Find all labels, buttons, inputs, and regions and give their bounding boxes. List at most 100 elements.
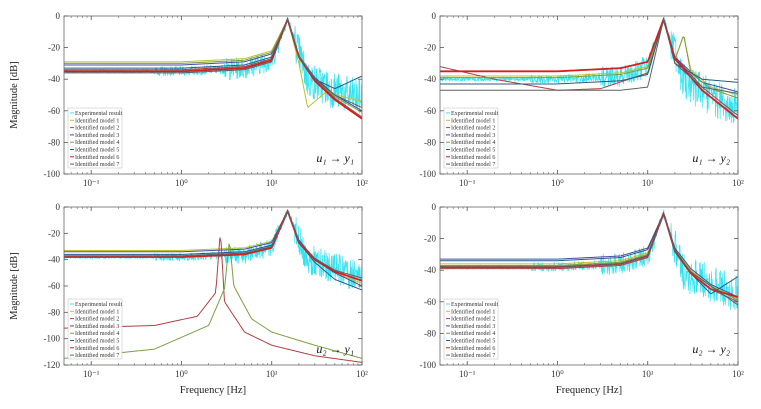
panel-bottom-left-x-tick-label: 10² [356,369,368,379]
panel-top-left-plot-area [64,16,362,120]
panel-top-right-legend-entry: Identified model 4 [451,139,495,146]
panel-top-right-series-model-5 [440,17,738,85]
panel-top-left-y-tick-label: -100 [44,169,61,179]
panel-top-right-x-tick-label: 10² [732,178,744,188]
panel-bottom-right-plot-area [440,209,738,310]
panel-top-right-legend-entry: Experimental result [451,111,498,117]
panel-bottom-right-x-tick-label: 10² [732,369,744,379]
panel-bottom-right-y-tick-label: -100 [420,360,437,370]
panel-top-right-axes-frame [439,15,739,175]
panel-top-left-legend-box [67,107,123,169]
panel-top-left: 10⁻¹ 10⁰ 10¹ 10² 0 -20 -40 -60 -80 -100 Magnitude … [9,11,368,188]
panel-top-left-legend-entry: Identified model 3 [75,132,119,139]
panel-bottom-right-y-tick-label: -20 [424,234,436,244]
panel-top-left-series-model-3 [64,18,362,112]
panel-bottom-left-y-axis-label: Magnitude [dB] [9,252,20,319]
panel-top-left-channel-annotation: u₁ → y₁ [316,151,354,165]
panel-bottom-left-legend-entry: Identified model 3 [75,323,119,330]
panel-top-right-series-model-2 [440,18,738,116]
panel-bottom-left-series-model-6 [64,208,362,282]
panel-bottom-left-legend-entry: Identified model 4 [75,330,119,337]
panel-bottom-right-x-tick-label: 10⁻¹ [459,369,476,379]
panel-top-left-legend-entry: Identified model 2 [75,125,119,132]
panel-bottom-left-x-axis-label: Frequency [Hz] [180,385,246,396]
panel-top-left-legend-entry: Experimental result [75,111,122,117]
panel-top-left-legend-entry: Identified model 7 [75,161,119,168]
panel-bottom-right-legend-entry: Identified model 2 [451,316,495,323]
panel-bottom-left-series-model-1 [64,210,362,284]
panel-bottom-right-legend-entry: Identified model 6 [451,345,495,352]
panel-top-right-y-tick-label: 0 [432,11,437,21]
panel-bottom-left-y-tick-label: -80 [48,307,60,317]
panel-bottom-left-y-tick-label: 0 [56,202,61,212]
panel-top-right-legend-entry: Identified model 7 [451,161,495,168]
panel-bottom-left-y-tick-label: -20 [48,228,60,238]
panel-bottom-left-legend-entry: Identified model 1 [75,308,119,315]
panel-bottom-left-channel-annotation: u₂ → y₁ [316,342,354,356]
panel-top-left-y-tick-label: -20 [48,43,60,53]
panel-top-left-x-tick-label: 10² [356,178,368,188]
panel-bottom-left-legend-entry: Identified model 5 [75,338,119,345]
panel-top-right: 10⁻¹ 10⁰ 10¹ 10² 0 -20 -40 -60 -80 -100 Experiment… [420,11,745,188]
panel-bottom-left-legend-entry: Identified model 7 [75,352,119,359]
panel-bottom-left-x-tick-label: 10⁰ [175,369,188,379]
panel-bottom-left-legend-entry: Experimental result [75,302,122,308]
panel-top-right-plot-area [440,16,738,124]
panel-top-left-y-axis-label: Magnitude [dB] [9,61,20,128]
panel-top-left-series-model-1 [64,18,362,109]
panel-bottom-right-legend-entry: Identified model 5 [451,338,495,345]
panel-top-right-series-model-7 [440,17,738,94]
panel-top-left-series-model-6 [64,16,362,120]
panel-top-left-y-tick-label: -40 [48,74,60,84]
panel-top-right-channel-annotation: u₁ → y₂ [692,151,730,165]
panel-bottom-left-y-tick-label: -60 [48,281,60,291]
panel-bottom-left-x-tick-label: 10¹ [266,369,278,379]
panel-bottom-right-y-tick-label: -80 [424,328,436,338]
panel-bottom-right-y-tick-label: -40 [424,265,436,275]
panel-bottom-right: 10⁻¹ 10⁰ 10¹ 10² 0 -20 -40 -60 -80 -100 Frequency … [420,202,745,396]
panel-top-left-legend-entry: Identified model 6 [75,154,119,161]
panel-top-right-y-tick-label: -20 [424,43,436,53]
panel-top-right-legend-entry: Identified model 3 [451,132,495,139]
panel-bottom-left-y-tick-label: -40 [48,255,60,265]
panel-top-right-y-tick-label: -80 [424,137,436,147]
panel-bottom-left-legend-entry: Identified model 6 [75,345,119,352]
panel-bottom-left: 10⁻¹ 10⁰ 10¹ 10² 0 -20 -40 -60 -80 -100 -120 Magnit… [9,202,368,396]
panel-bottom-right-channel-annotation: u₂ → y₂ [692,342,730,356]
panel-top-right-series-model-6 [440,16,738,120]
panel-top-right-legend-entry: Identified model 6 [451,154,495,161]
panel-bottom-right-series-model-1 [440,212,738,300]
panel-top-right-y-tick-label: -100 [420,169,437,179]
panel-bottom-right-legend-entry: Identified model 7 [451,352,495,359]
panel-top-right-y-tick-label: -60 [424,106,436,116]
panel-top-right-series-model-4 [440,19,738,99]
panel-bottom-right-legend-entry: Identified model 4 [451,330,495,337]
panel-top-left-x-tick-label: 10¹ [266,178,278,188]
panel-top-left-legend-entry: Identified model 4 [75,139,119,146]
panel-bottom-right-y-tick-label: 0 [432,202,437,212]
panel-bottom-right-axes-frame [439,206,739,366]
panel-top-left-legend-entry: Identified model 5 [75,147,119,154]
panel-bottom-left-y-tick-label: -100 [44,334,61,344]
panel-top-right-series-experimental [440,16,738,124]
panel-top-right-legend-entry: Identified model 1 [451,117,495,124]
panel-top-right-x-tick-label: 10⁻¹ [459,178,476,188]
panel-top-right-x-tick-label: 10¹ [642,178,654,188]
panel-top-left-axes-frame [63,15,363,175]
panel-bottom-right-legend-entry: Identified model 1 [451,308,495,315]
panel-bottom-left-series-model-5 [64,209,362,291]
panel-bottom-right-x-tick-label: 10⁰ [551,369,564,379]
panel-top-right-legend-box [443,107,499,169]
panel-bottom-left-series-model-3 [64,210,362,287]
panel-top-left-x-tick-label: 10⁻¹ [83,178,100,188]
panel-bottom-right-series-model-7 [440,212,738,306]
panel-bottom-right-legend-entry: Experimental result [451,302,498,308]
panel-bottom-right-y-tick-label: -60 [424,297,436,307]
panel-bottom-right-legend-entry: Identified model 3 [451,323,495,330]
panel-bottom-left-legend-box [67,298,123,360]
panel-top-right-legend-entry: Identified model 5 [451,147,495,154]
panel-top-left-y-tick-label: -80 [48,137,60,147]
